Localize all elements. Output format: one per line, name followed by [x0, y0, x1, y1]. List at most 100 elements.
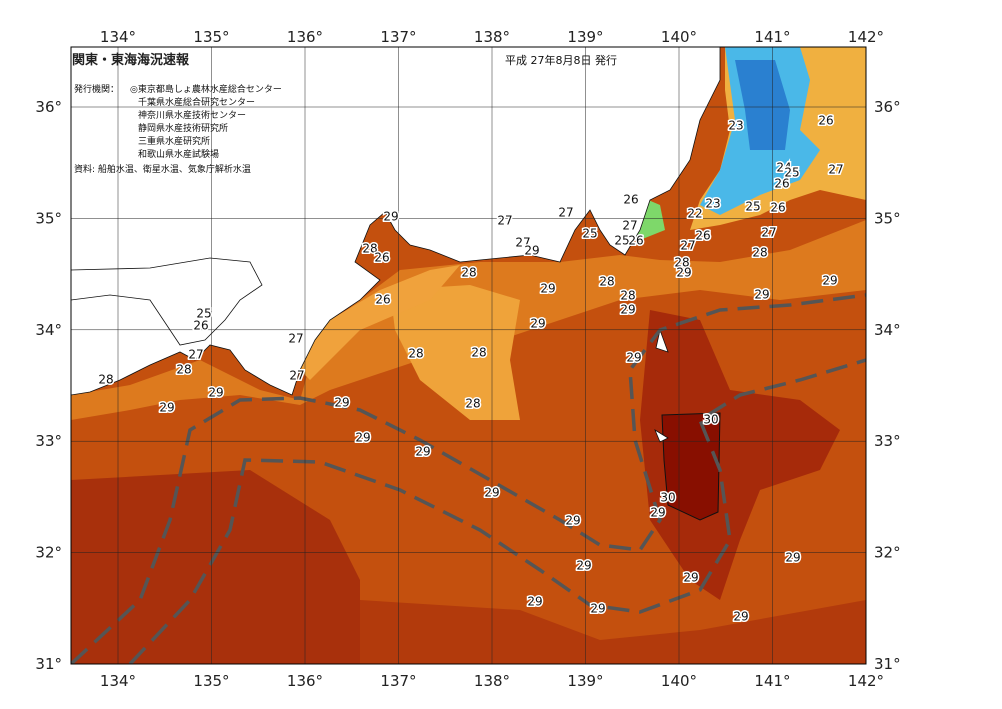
lon-label-bottom: 136°	[287, 672, 323, 690]
contour-label: 29	[484, 486, 499, 500]
lon-label-bottom: 140°	[661, 672, 697, 690]
contour-label: 29	[355, 431, 370, 445]
lon-label-bottom: 138°	[474, 672, 510, 690]
lon-label-bottom: 135°	[193, 672, 229, 690]
contour-label: 29	[159, 401, 174, 415]
lat-label-right: 31°	[874, 655, 901, 673]
contour-label: 28	[599, 275, 614, 289]
contour-label: 29	[620, 303, 635, 317]
contour-label: 28	[362, 242, 377, 256]
contour-label: 24	[776, 161, 791, 175]
contour-label: 28	[674, 256, 689, 270]
contour-label: 23	[728, 119, 743, 133]
issuer: 神奈川県水産技術センター	[138, 109, 246, 121]
contour-label: 27	[558, 206, 573, 220]
contour-label: 26	[374, 251, 389, 265]
contour-label: 29	[383, 210, 398, 224]
contour-label: 26	[623, 193, 638, 207]
lat-label-left: 35°	[35, 209, 62, 227]
contour-label: 29	[626, 351, 641, 365]
contour-label: 29	[540, 282, 555, 296]
lon-label-top: 137°	[380, 28, 416, 46]
contour-label: 29	[527, 595, 542, 609]
contour-label: 28	[408, 347, 423, 361]
data-source: 資料: 船舶水温、衛星水温、気象庁解析水温	[74, 163, 251, 175]
lat-label-right: 32°	[874, 544, 901, 562]
contour-label: 29	[676, 266, 691, 280]
contour-label: 28	[752, 246, 767, 260]
issuer: 三重県水産研究所	[138, 135, 210, 147]
contour-label: 26	[695, 229, 710, 243]
map-frame	[70, 46, 867, 665]
contour-label: 26	[628, 234, 643, 248]
contour-label: 29	[524, 244, 539, 258]
contour-label: 26	[375, 293, 390, 307]
contour-label: 29	[415, 445, 430, 459]
contour-label: 30	[660, 491, 675, 505]
issuer-label: 発行機関：	[74, 83, 119, 95]
contour-label: 25	[196, 307, 211, 321]
lat-label-right: 35°	[874, 209, 901, 227]
contour-label: 28	[620, 289, 635, 303]
contour-label: 23	[705, 197, 720, 211]
contour-label: 27	[188, 348, 203, 362]
contour-label: 29	[650, 506, 665, 520]
contour-label: 27	[761, 226, 776, 240]
lon-label-top: 138°	[474, 28, 510, 46]
contour-label: 28	[471, 346, 486, 360]
contour-label: 29	[565, 514, 580, 528]
contour-label: 27	[497, 214, 512, 228]
lat-label-right: 36°	[874, 98, 901, 116]
contour-label: 27	[828, 163, 843, 177]
contour-label: 26	[193, 319, 208, 333]
contour-label: 28	[98, 373, 113, 387]
lon-label-bottom: 142°	[848, 672, 884, 690]
contour-label: 30	[703, 413, 718, 427]
contour-label: 29	[530, 317, 545, 331]
contour-label: 29	[785, 551, 800, 565]
lon-label-top: 136°	[287, 28, 323, 46]
contour-label: 26	[818, 114, 833, 128]
contour-label: 27	[680, 239, 695, 253]
contour-label: 29	[590, 602, 605, 616]
lat-label-left: 32°	[35, 544, 62, 562]
contour-label: 29	[822, 274, 837, 288]
lon-label-top: 141°	[754, 28, 790, 46]
lon-label-bottom: 134°	[100, 672, 136, 690]
contour-label: 29	[683, 571, 698, 585]
lat-label-left: 36°	[35, 98, 62, 116]
sea-surface	[71, 47, 866, 664]
lon-label-bottom: 139°	[567, 672, 603, 690]
lat-label-left: 31°	[35, 655, 62, 673]
issuer: ◎東京都島しょ農林水産総合センター	[130, 83, 282, 95]
contour-label: 26	[770, 201, 785, 215]
lat-label-left: 34°	[35, 321, 62, 339]
contour-label: 25	[582, 227, 597, 241]
contour-label: 25	[745, 200, 760, 214]
issuer: 和歌山県水産試験場	[138, 148, 219, 160]
issuer: 千葉県水産総合研究センター	[138, 96, 255, 108]
issue-date: 平成 27年8月8日 発行	[505, 53, 617, 67]
lat-label-left: 33°	[35, 432, 62, 450]
contour-label: 25	[614, 234, 629, 248]
contour-label: 27	[622, 219, 637, 233]
contour-label: 29	[576, 559, 591, 573]
lon-label-bottom: 137°	[380, 672, 416, 690]
contour-label: 28	[176, 363, 191, 377]
contour-label: 27	[515, 236, 530, 250]
lon-label-top: 135°	[193, 28, 229, 46]
contour-label: 29	[208, 386, 223, 400]
lon-label-top: 134°	[100, 28, 136, 46]
contour-label: 29	[334, 396, 349, 410]
contour-label: 22	[687, 207, 702, 221]
lon-label-top: 140°	[661, 28, 697, 46]
lon-label-bottom: 141°	[754, 672, 790, 690]
map-title: 関東・東海海況速報	[72, 52, 190, 68]
lon-label-top: 142°	[848, 28, 884, 46]
contour-label: 27	[289, 369, 304, 383]
lat-label-right: 33°	[874, 432, 901, 450]
issuer: 静岡県水産技術研究所	[138, 122, 228, 134]
lon-label-top: 139°	[567, 28, 603, 46]
contour-label: 25	[784, 166, 799, 180]
